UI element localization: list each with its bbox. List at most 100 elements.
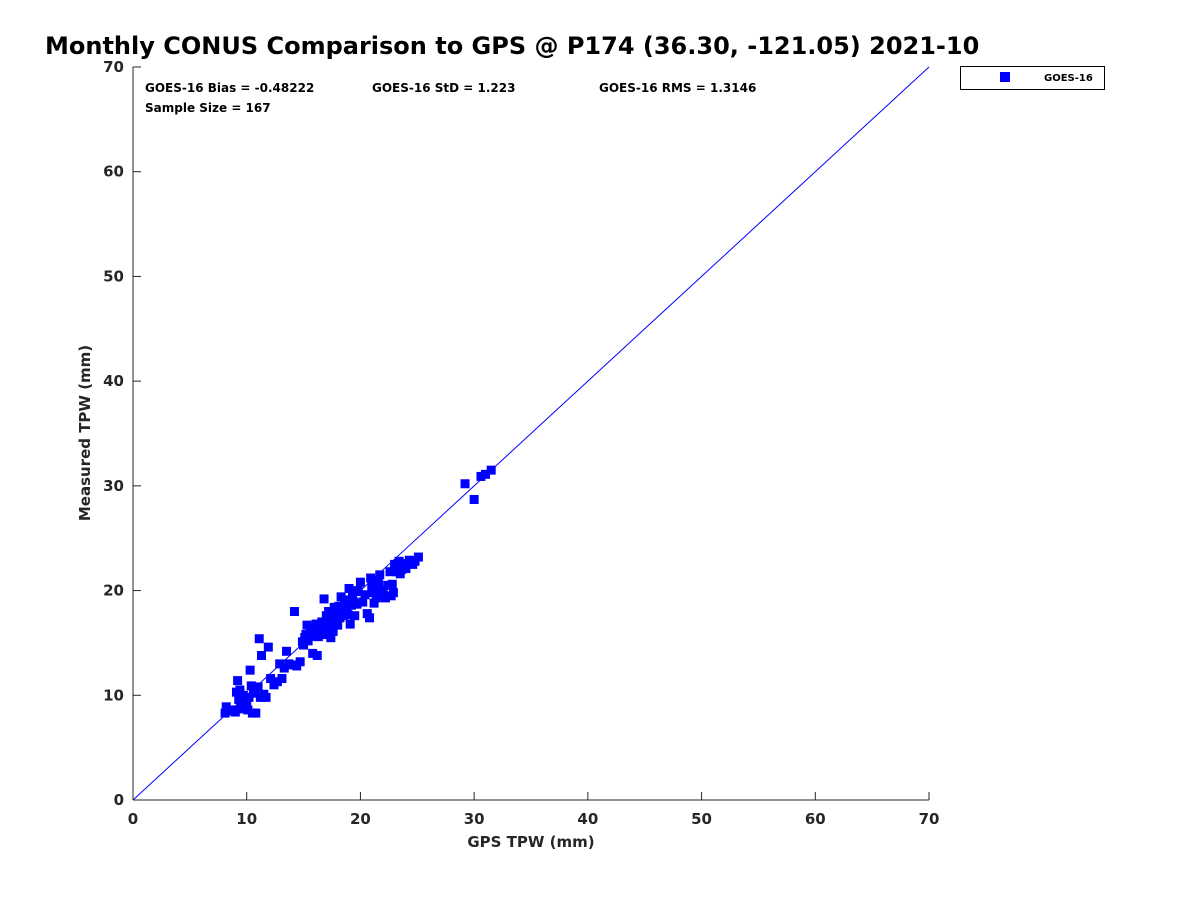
- data-point: [360, 590, 370, 600]
- data-point: [266, 674, 276, 684]
- data-point: [355, 577, 365, 587]
- data-point: [238, 690, 248, 700]
- data-point: [345, 619, 355, 629]
- data-point: [374, 579, 384, 589]
- data-point: [289, 607, 299, 617]
- data-point: [279, 663, 289, 673]
- x-tick-label: 40: [577, 810, 598, 828]
- data-point: [253, 682, 263, 692]
- data-point: [343, 610, 353, 620]
- data-point: [319, 594, 329, 604]
- x-tick-label: 30: [464, 810, 485, 828]
- x-tick-label: 50: [691, 810, 712, 828]
- legend: GOES-16: [960, 66, 1105, 90]
- data-point: [295, 657, 305, 667]
- x-tick-label: 0: [128, 810, 138, 828]
- legend-box: [960, 66, 1105, 90]
- data-point: [380, 593, 390, 603]
- data-point: [245, 665, 255, 675]
- data-point: [369, 598, 379, 608]
- data-point: [334, 601, 344, 611]
- data-point: [399, 558, 409, 568]
- y-tick-label: 40: [103, 372, 124, 390]
- data-point: [299, 640, 309, 650]
- data-point: [324, 607, 334, 617]
- data-point: [350, 611, 360, 621]
- data-point: [235, 685, 245, 695]
- one-to-one-reference-line: [132, 66, 930, 801]
- data-point: [251, 708, 261, 718]
- legend-marker-square: [1000, 72, 1010, 82]
- y-tick-label: 20: [103, 582, 124, 600]
- data-point: [328, 626, 338, 636]
- std-stat: GOES-16 StD = 1.223: [372, 81, 515, 95]
- data-point: [371, 593, 381, 603]
- data-point: [230, 707, 240, 717]
- data-point: [353, 586, 363, 596]
- data-point: [341, 595, 351, 605]
- data-point: [365, 613, 375, 623]
- data-point: [378, 586, 388, 596]
- data-point: [352, 599, 362, 609]
- plot-frame: [132, 67, 929, 801]
- data-point: [387, 579, 397, 589]
- legend-label-goes-16: GOES-16: [1044, 73, 1093, 84]
- data-point: [396, 565, 406, 575]
- data-point: [394, 556, 404, 566]
- data-point: [254, 634, 264, 644]
- data-point: [275, 659, 285, 669]
- data-point: [338, 611, 348, 621]
- data-point: [318, 624, 328, 634]
- x-axis-label: GPS TPW (mm): [467, 833, 594, 851]
- data-point: [368, 588, 378, 598]
- data-point: [329, 602, 339, 612]
- data-point: [342, 603, 352, 613]
- data-point: [344, 583, 354, 593]
- data-points-layer: [220, 465, 496, 718]
- y-axis-ticks: 0 10 20 30 40 50 60 70: [103, 58, 141, 809]
- x-tick-label: 20: [350, 810, 371, 828]
- y-tick-label: 0: [114, 791, 124, 809]
- data-point: [272, 677, 282, 687]
- data-point: [375, 570, 385, 580]
- data-point: [413, 552, 423, 562]
- data-point: [317, 617, 327, 627]
- y-tick-label: 10: [103, 686, 124, 704]
- data-point: [358, 597, 368, 607]
- data-point: [333, 620, 343, 630]
- rms-stat: GOES-16 RMS = 1.3146: [599, 81, 756, 95]
- data-point: [320, 630, 330, 640]
- reference-line-layer: [132, 66, 930, 801]
- data-point: [385, 567, 395, 577]
- data-point: [256, 650, 266, 660]
- data-point: [390, 559, 400, 569]
- data-point: [383, 580, 393, 590]
- data-point: [287, 660, 297, 670]
- data-point: [326, 633, 336, 643]
- y-tick-label: 70: [103, 58, 124, 76]
- data-point: [401, 564, 411, 574]
- data-point: [469, 494, 479, 504]
- data-point: [476, 471, 486, 481]
- data-point: [366, 573, 376, 583]
- x-tick-label: 10: [236, 810, 257, 828]
- data-point: [322, 623, 332, 633]
- data-point: [486, 465, 496, 475]
- x-axis-ticks: 0 10 20 30 40 50 60 70: [128, 792, 940, 828]
- x-tick-label: 60: [805, 810, 826, 828]
- y-tick-label: 50: [103, 267, 124, 285]
- bias-stat: GOES-16 Bias = -0.48222: [145, 81, 314, 95]
- y-tick-label: 30: [103, 477, 124, 495]
- data-point: [312, 650, 322, 660]
- x-tick-label: 70: [919, 810, 940, 828]
- data-point: [277, 674, 287, 684]
- data-point: [261, 692, 271, 702]
- data-point: [282, 646, 292, 656]
- data-point: [388, 588, 398, 598]
- y-axis-label: Measured TPW (mm): [76, 345, 94, 521]
- data-point: [224, 706, 234, 716]
- data-point: [263, 642, 273, 652]
- data-point: [243, 705, 253, 715]
- data-point: [460, 479, 470, 489]
